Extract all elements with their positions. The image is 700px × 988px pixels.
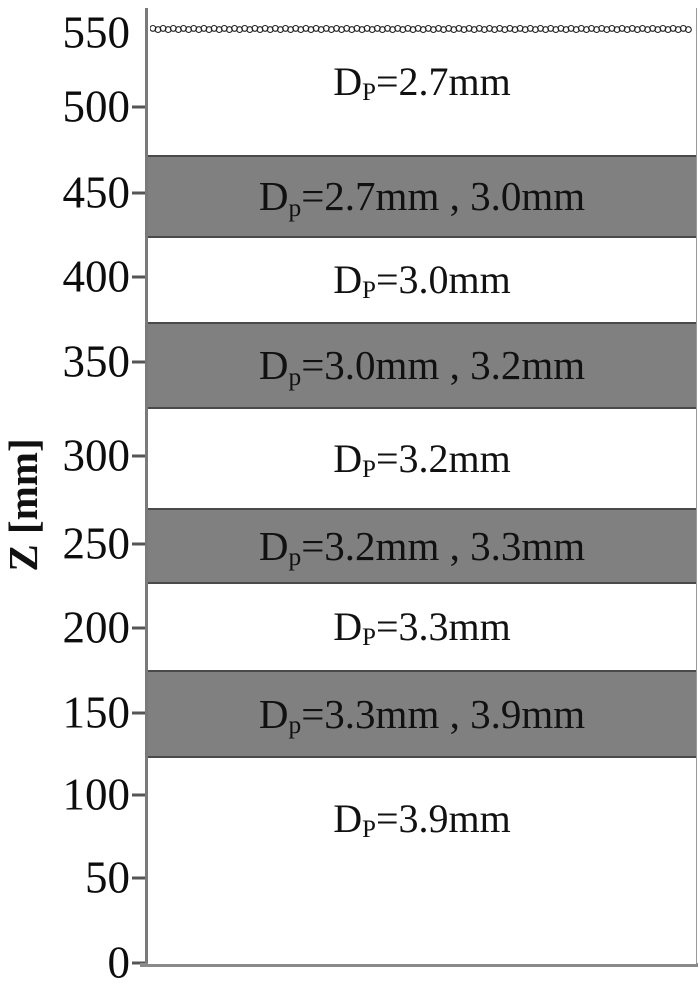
y-tick-label: 500 (62, 81, 131, 132)
x-axis-line (140, 963, 698, 967)
y-tick-mark (132, 191, 146, 195)
y-axis-tick-labels: 550 500 450 400 350 300 250 200 150 100 … (38, 0, 131, 988)
y-tick-label: 350 (62, 336, 131, 387)
band-label-dp-3-3-3-9: Dp=3.3mm , 3.9mm (258, 690, 586, 740)
y-tick-label: 200 (62, 602, 131, 653)
y-tick-mark (132, 360, 146, 364)
y-tick-mark (132, 542, 146, 546)
band-dp-3-0: DP=3.0mm (148, 238, 696, 322)
band-label-dp-3-2: DP=3.2mm (333, 435, 511, 483)
band-dp-3-0-3-2: Dp=3.0mm , 3.2mm (148, 322, 696, 409)
y-tick-mark (132, 711, 146, 715)
band-label-dp-3-3: DP=3.3mm (333, 604, 511, 652)
y-tick-mark (132, 105, 146, 109)
y-tick-label: 400 (62, 251, 131, 302)
y-tick-mark (132, 454, 146, 458)
band-label-dp-3-0: DP=3.0mm (333, 257, 511, 305)
y-tick-label: 0 (107, 937, 131, 988)
band-label-dp-2-7-3-0: Dp=2.7mm , 3.0mm (258, 173, 586, 222)
y-tick-label: 100 (62, 769, 131, 820)
band-label-dp-3-9: DP=3.9mm (333, 796, 511, 844)
y-tick-mark (132, 876, 146, 880)
y-tick-label: 450 (62, 167, 131, 218)
band-dp-3-2-3-3: Dp=3.2mm , 3.3mm (148, 508, 696, 584)
y-tick-mark (132, 793, 146, 797)
y-tick-mark (132, 626, 146, 630)
band-dp-3-9: DP=3.9mm (148, 758, 696, 964)
y-tick-label: 150 (62, 687, 131, 738)
band-dp-3-3: DP=3.3mm (148, 584, 696, 670)
y-tick-mark (132, 275, 146, 279)
y-tick-mark (132, 961, 146, 965)
band-label-dp-3-2-3-3: Dp=3.2mm , 3.3mm (258, 522, 586, 572)
y-tick-label: 250 (62, 518, 131, 569)
y-tick-label: 300 (62, 430, 131, 481)
band-dp-2-7-3-0: Dp=2.7mm , 3.0mm (148, 155, 696, 238)
bead-row-marker (150, 22, 696, 36)
plot-area: DP=2.7mm Dp=2.7mm , 3.0mm DP=3.0mm Dp=3.… (148, 8, 696, 964)
y-tick-label: 50 (85, 852, 130, 903)
y-axis-line (145, 8, 149, 966)
band-dp-3-2: DP=3.2mm (148, 409, 696, 508)
y-tick-label: 550 (62, 7, 131, 58)
band-label-dp-2-7: DP=2.7mm (333, 58, 511, 106)
band-dp-3-3-3-9: Dp=3.3mm , 3.9mm (148, 670, 696, 758)
band-label-dp-3-0-3-2: Dp=3.0mm , 3.2mm (258, 342, 586, 391)
